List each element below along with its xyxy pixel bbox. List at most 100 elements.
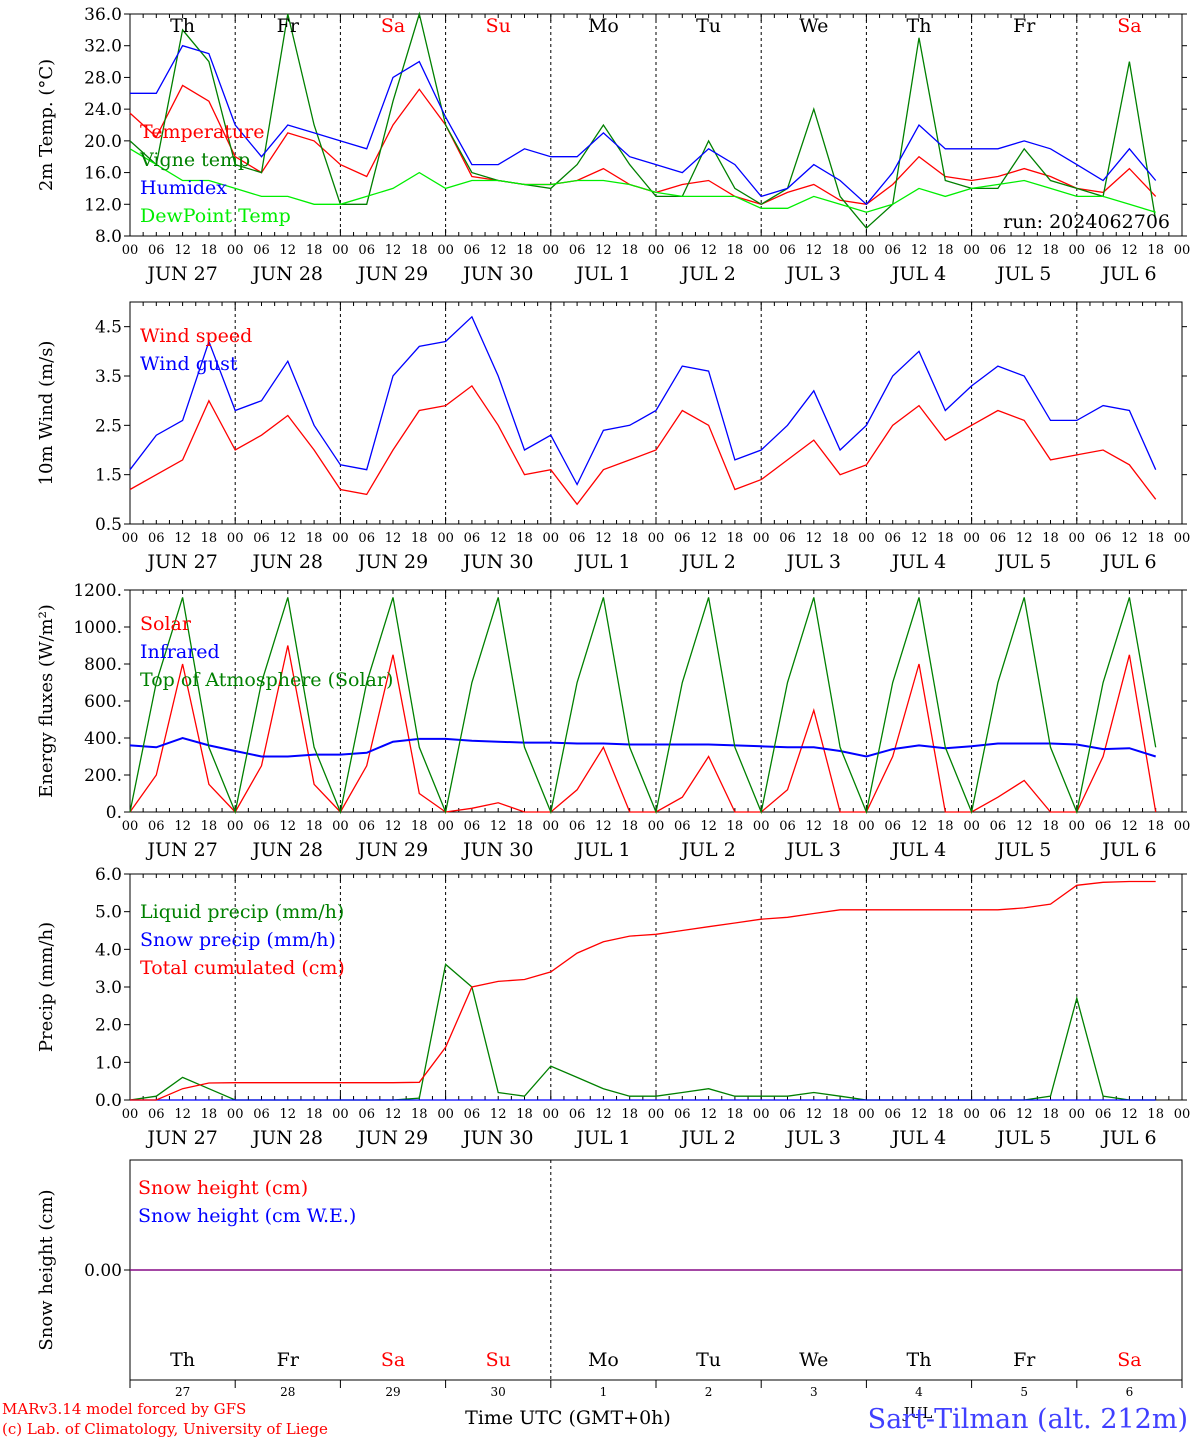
day-number-label: 29 [385,1385,400,1399]
hour-tick-label: 00 [1174,243,1191,258]
hour-tick-label: 18 [832,243,849,258]
legend-entry: Vigne temp [139,149,250,171]
hour-tick-label: 00 [963,819,980,834]
hour-tick-label: 18 [306,1107,323,1122]
hour-tick-label: 12 [595,531,612,546]
run-label: run: 2024062706 [1003,211,1170,233]
series-line-top-of-atmosphere-solar- [129,597,1157,815]
hour-tick-label: 06 [674,243,691,258]
hour-tick-label: 12 [911,243,928,258]
day-number-label: 3 [810,1385,818,1399]
hour-tick-label: 18 [1042,531,1059,546]
date-label: JUL 3 [785,551,841,573]
hour-tick-label: 12 [280,531,297,546]
hour-tick-label: 00 [648,1107,665,1122]
hour-tick-label: 06 [779,819,796,834]
hour-tick-label: 06 [990,243,1007,258]
hour-tick-label: 18 [832,1107,849,1122]
day-number-label: 30 [491,1385,506,1399]
hour-tick-label: 12 [385,1107,402,1122]
hour-tick-label: 00 [122,531,139,546]
date-label: JUL 2 [679,263,735,285]
hour-tick-label: 00 [753,819,770,834]
hour-tick-label: 12 [1016,243,1033,258]
hour-tick-label: 00 [122,1107,139,1122]
date-label: JUN 28 [251,839,323,861]
day-of-week-label: Mo [588,1349,619,1371]
legend-entry: Solar [140,613,192,635]
hour-tick-label: 06 [569,243,586,258]
date-label: JUL 4 [890,551,946,573]
series-line-humidex [130,44,1157,206]
date-label: JUL 4 [890,839,946,861]
y-axis-title: Snow height (cm) [36,1189,57,1350]
date-label: JUN 27 [145,1127,217,1149]
day-of-week-label: Tu [696,15,721,37]
series-line-vigne-temp [129,11,1157,230]
date-label: JUN 30 [461,839,533,861]
hour-tick-label: 06 [569,1107,586,1122]
date-label: JUN 29 [356,1127,428,1149]
hour-tick-label: 18 [937,243,954,258]
hour-tick-label: 12 [280,819,297,834]
series-line-wind-gust [129,315,1157,486]
hour-tick-label: 00 [858,243,875,258]
date-label: JUL 5 [995,1127,1051,1149]
hour-tick-label: 12 [700,243,717,258]
day-of-week-label: Th [170,15,195,37]
y-tick-label: 600. [84,692,122,712]
date-label: JUN 27 [145,551,217,573]
panel-1: 8.0 12.0 16.0 20.0 24.0 28.0 32.0 36.0 2m Temp. … [36,5,1190,285]
hour-tick-label: 12 [595,243,612,258]
hour-tick-label: 06 [358,531,375,546]
y-tick-label: 3.0 [95,978,122,998]
station-label: Sart-Tilman (alt. 212m) [868,1404,1188,1435]
hour-tick-label: 00 [437,819,454,834]
y-tick-label: 0.5 [95,515,122,535]
legend-entry: Snow height (cm) [138,1177,308,1199]
hour-tick-label: 00 [227,243,244,258]
legend-entry: Liquid precip (mm/h) [140,901,344,923]
date-label: JUN 29 [356,551,428,573]
y-tick-label: 1000. [73,618,122,638]
hour-tick-label: 18 [411,531,428,546]
date-label: JUL 4 [890,263,946,285]
date-label: JUL 2 [679,551,735,573]
date-label: JUL 1 [574,551,630,573]
hour-tick-label: 00 [1174,531,1191,546]
credit-line-1: MARv3.14 model forced by GFS [2,1400,246,1418]
hour-tick-label: 06 [148,243,165,258]
date-label: JUL 1 [574,839,630,861]
y-tick-label: 24.0 [84,100,122,120]
legend-entry: Temperature [140,121,264,143]
hour-tick-label: 00 [543,531,560,546]
hour-tick-label: 00 [543,1107,560,1122]
hour-tick-label: 06 [569,531,586,546]
y-tick-label: 800. [84,655,122,675]
hour-tick-label: 18 [621,1107,638,1122]
date-label: JUL 6 [1100,551,1156,573]
y-tick-label: 5.0 [95,903,122,923]
hour-tick-label: 06 [1095,531,1112,546]
hour-tick-label: 12 [1121,243,1138,258]
day-number-label: 4 [915,1385,923,1399]
hour-tick-label: 12 [700,819,717,834]
hour-tick-label: 18 [621,243,638,258]
hour-tick-label: 12 [700,1107,717,1122]
hour-tick-label: 00 [648,243,665,258]
day-of-week-label: Fr [1013,15,1036,37]
day-of-week-label: Tu [696,1349,721,1371]
day-of-week-label: Th [907,1349,932,1371]
date-label: JUL 2 [679,839,735,861]
legend-entry: Snow precip (mm/h) [140,929,336,951]
hour-tick-label: 12 [490,1107,507,1122]
hour-tick-label: 00 [437,531,454,546]
hour-tick-label: 06 [884,819,901,834]
y-tick-label: 4.5 [95,318,122,338]
series-line-total-cumulated-cm- [130,880,1156,1101]
hour-tick-label: 12 [490,531,507,546]
hour-tick-label: 18 [727,531,744,546]
hour-tick-label: 18 [1147,1107,1164,1122]
y-axis-title: 2m Temp. (°C) [36,59,57,191]
date-label: JUN 30 [461,551,533,573]
